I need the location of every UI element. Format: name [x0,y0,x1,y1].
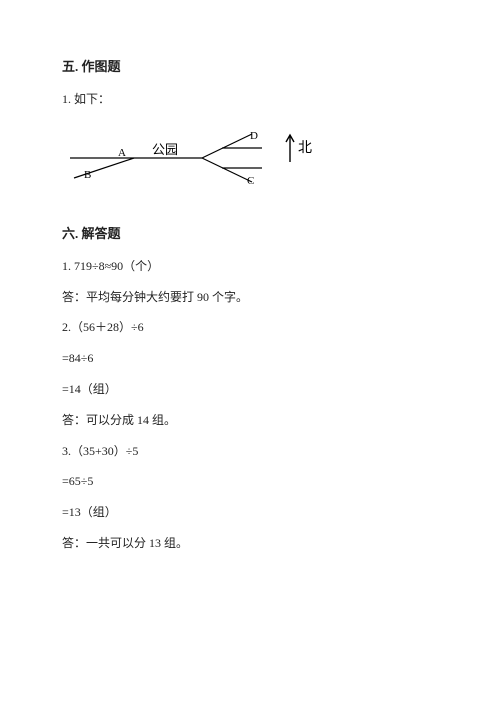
figure-label-c: C [247,175,254,187]
q2-line4: 答：可以分成 14 组。 [62,412,438,429]
page: 五. 作图题 1. 如下： A B 公园 D C [0,0,500,707]
figure-label-park: 公园 [152,142,178,157]
section-5-title: 五. 作图题 [62,56,438,75]
q1-line1: 1. 719÷8≈90（个） [62,258,438,275]
q3-line4: 答：一共可以分 13 组。 [62,535,438,552]
park-figure: A B 公园 D C 北 [62,122,322,192]
q3-line2: =65÷5 [62,473,438,490]
section-5-item-1: 1. 如下： [62,91,438,108]
figure-label-b: B [84,169,91,181]
figure-label-d: D [250,130,258,142]
figure-container: A B 公园 D C 北 [62,122,438,197]
q1-line2: 答：平均每分钟大约要打 90 个字。 [62,289,438,306]
section-6-title: 六. 解答题 [62,223,438,242]
q3-line3: =13（组） [62,504,438,521]
figure-label-a: A [118,147,126,159]
q3-line1: 3.（35+30）÷5 [62,443,438,460]
q2-line2: =84÷6 [62,350,438,367]
figure-label-north: 北 [298,140,312,156]
q2-line1: 2.（56＋28）÷6 [62,319,438,336]
q2-line3: =14（组） [62,381,438,398]
